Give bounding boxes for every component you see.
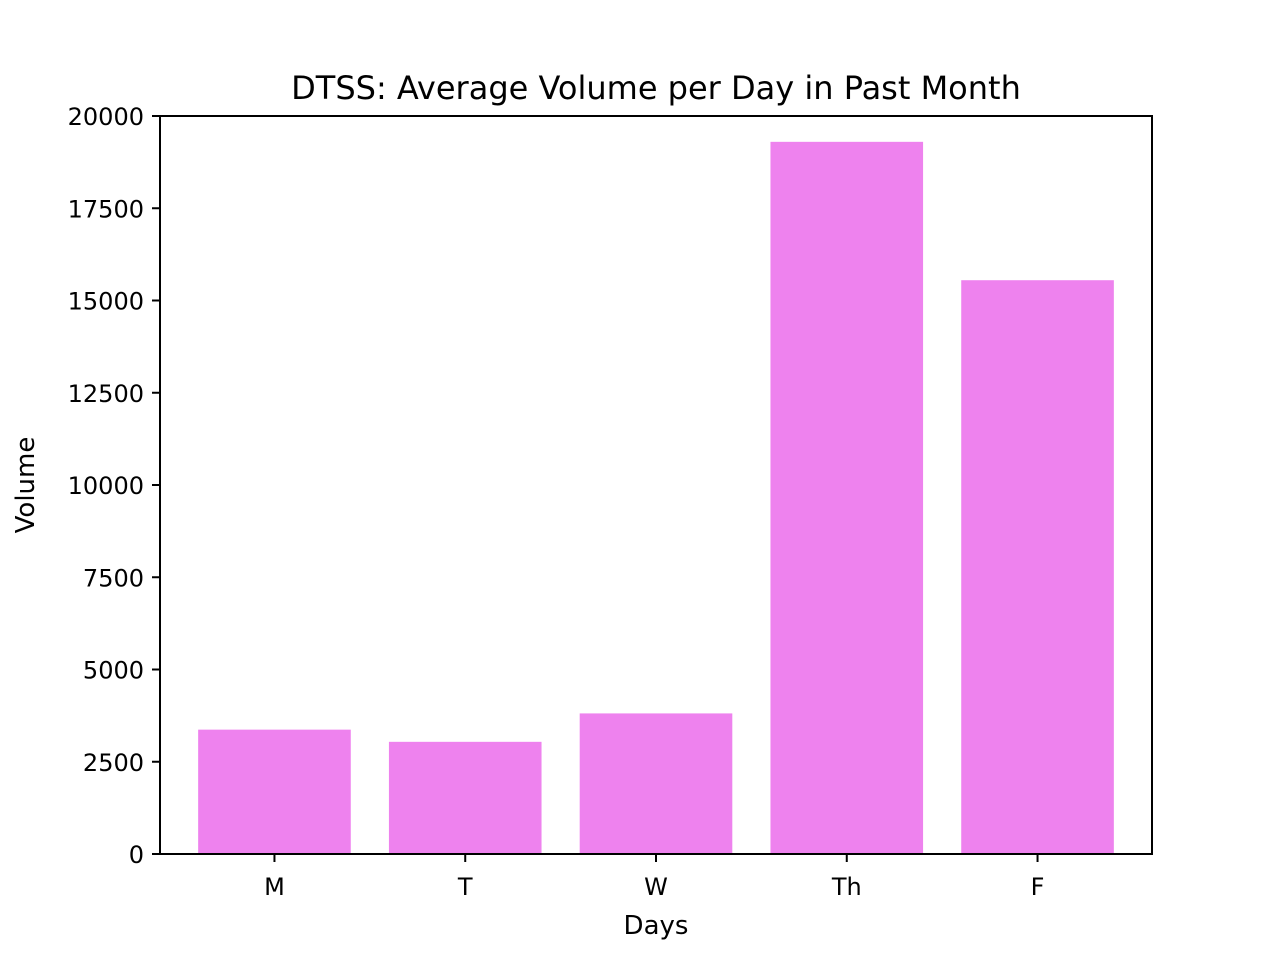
bar-t	[388, 741, 542, 854]
y-tick-label: 17500	[68, 195, 144, 223]
bar-m	[198, 729, 351, 854]
y-axis-label: Volume	[11, 437, 41, 534]
bar-th	[770, 141, 924, 854]
y-tick-label: 2500	[83, 749, 144, 777]
y-tick-label: 15000	[68, 288, 144, 316]
x-tick-label: Th	[831, 873, 862, 901]
x-axis: M T W Th F	[264, 854, 1044, 901]
bar-w	[579, 713, 733, 854]
y-tick-label: 7500	[83, 564, 144, 592]
x-tick-label: M	[264, 873, 285, 901]
x-tick-label: F	[1031, 873, 1045, 901]
y-tick-label: 10000	[68, 472, 144, 500]
bar-f	[961, 280, 1114, 855]
x-tick-label: W	[644, 873, 668, 901]
chart-title: DTSS: Average Volume per Day in Past Mon…	[291, 69, 1021, 107]
y-tick-label: 0	[129, 841, 144, 869]
y-tick-label: 12500	[68, 380, 144, 408]
bars-group	[198, 141, 1114, 855]
y-axis: 0 2500 5000 7500 10000 12500 15000 17500 20000	[68, 103, 160, 869]
plot-frame	[159, 115, 1153, 855]
x-tick-label: T	[457, 873, 473, 901]
x-axis-label: Days	[624, 911, 689, 941]
y-tick-label: 5000	[83, 657, 144, 685]
y-tick-label: 20000	[68, 103, 144, 131]
